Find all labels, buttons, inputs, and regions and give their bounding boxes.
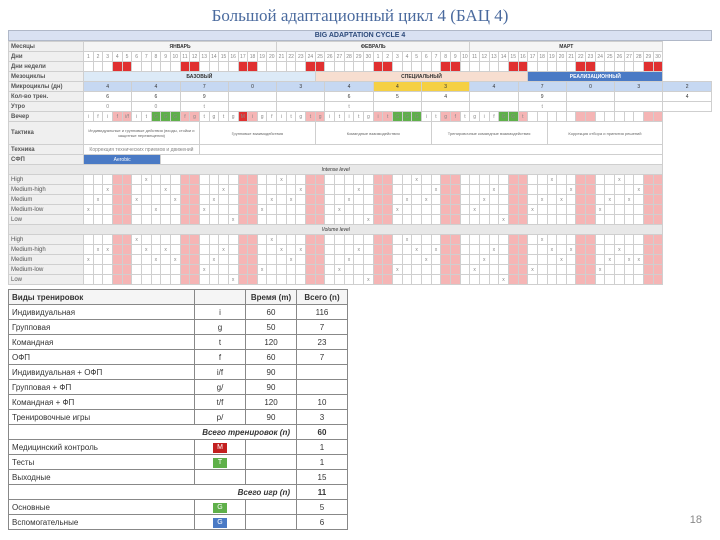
training-row: Групповая + ФПg/ 90 — [9, 380, 348, 395]
training-row: Индивидуальная + ОФПi/f 90 — [9, 365, 348, 380]
header-bar: BIG ADAPTATION CYCLE 4 — [8, 30, 712, 41]
summary-title: Виды тренировок — [9, 290, 195, 305]
page-title: Большой адаптационный цикл 4 (БАЦ 4) — [0, 0, 720, 30]
training-row: Командная + ФПt/f 12010 — [9, 395, 348, 410]
page-number: 18 — [690, 514, 702, 526]
training-row: ОФПf 607 — [9, 350, 348, 365]
training-row: Индивидуальнаяi 60116 — [9, 305, 348, 320]
training-row: Команднаяt 12023 — [9, 335, 348, 350]
periodization-grid: Месяцы ЯНВАРЬ ФЕВРАЛЬ МАРТДни12345678910… — [8, 41, 712, 285]
training-row: Групповаяg 507 — [9, 320, 348, 335]
training-summary: Виды тренировок Время (m) Всего (n) Инди… — [8, 289, 348, 530]
training-row: Тренировочные игрыp/ 903 — [9, 410, 348, 425]
